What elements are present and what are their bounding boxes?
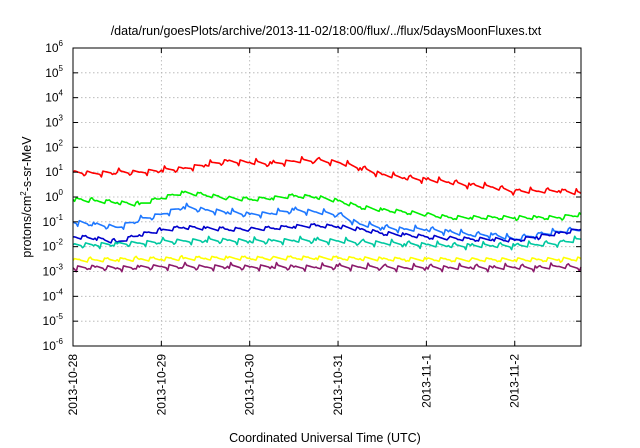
y-tick-base: 10 xyxy=(43,265,57,279)
x-tick-label: 2013-11-2 xyxy=(508,354,522,408)
y-axis-label-exponent: 2 xyxy=(19,191,28,196)
y-axis: 10-610-510-410-310-210-11001011021031041… xyxy=(43,39,581,353)
x-tick-label: 2013-11-1 xyxy=(419,354,433,408)
y-tick-base: 10 xyxy=(45,165,59,179)
y-tick-label: 101 xyxy=(45,163,63,179)
y-tick-exponent: -2 xyxy=(56,238,64,247)
chart-title: /data/run/goesPlots/archive/2013-11-02/1… xyxy=(111,24,542,38)
y-tick-exponent: -1 xyxy=(56,213,64,222)
y-tick-base: 10 xyxy=(45,190,59,204)
y-axis-label-units: -s-sr-MeV xyxy=(20,136,34,192)
y-tick-exponent: 2 xyxy=(59,138,64,147)
y-tick-label: 104 xyxy=(45,89,63,105)
y-tick-exponent: 0 xyxy=(59,188,64,197)
flux-series-line xyxy=(72,202,582,241)
y-tick-label: 106 xyxy=(45,39,63,55)
y-tick-exponent: 3 xyxy=(59,114,64,123)
y-tick-label: 102 xyxy=(45,138,63,154)
y-tick-base: 10 xyxy=(45,116,59,130)
x-tick-label: 2013-10-30 xyxy=(243,354,257,416)
flux-series-line xyxy=(72,261,582,273)
y-tick-exponent: -4 xyxy=(56,287,64,296)
x-tick-label: 2013-10-28 xyxy=(66,354,80,416)
y-tick-base: 10 xyxy=(43,314,57,328)
y-tick-exponent: 6 xyxy=(59,39,64,48)
y-axis-label: protons/cm2-s-sr-MeV xyxy=(19,136,34,258)
y-tick-label: 10-3 xyxy=(43,263,64,279)
y-axis-label-main: protons/cm xyxy=(20,196,34,258)
y-tick-label: 105 xyxy=(45,64,63,80)
flux-series-line xyxy=(72,223,582,244)
flux-series-line xyxy=(72,235,582,251)
x-tick-label: 2013-10-29 xyxy=(154,354,168,416)
y-tick-label: 100 xyxy=(45,188,63,204)
y-tick-exponent: 4 xyxy=(59,89,64,98)
flux-series-line xyxy=(72,156,582,196)
y-tick-base: 10 xyxy=(45,91,59,105)
y-tick-label: 10-5 xyxy=(43,312,64,328)
y-tick-exponent: -6 xyxy=(56,337,64,346)
y-tick-exponent: 1 xyxy=(59,163,64,172)
y-tick-base: 10 xyxy=(43,215,57,229)
y-tick-label: 103 xyxy=(45,114,63,130)
y-tick-label: 10-1 xyxy=(43,213,64,229)
y-tick-exponent: 5 xyxy=(59,64,64,73)
y-tick-label: 10-4 xyxy=(43,287,64,303)
grid xyxy=(73,48,581,346)
y-tick-label: 10-6 xyxy=(43,337,64,353)
y-tick-exponent: -5 xyxy=(56,312,64,321)
x-axis-label: Coordinated Universal Time (UTC) xyxy=(229,431,421,445)
y-tick-base: 10 xyxy=(43,289,57,303)
y-tick-exponent: -3 xyxy=(56,263,64,272)
y-tick-base: 10 xyxy=(45,66,59,80)
y-tick-base: 10 xyxy=(45,41,59,55)
flux-series-line xyxy=(72,254,582,264)
y-tick-base: 10 xyxy=(43,339,57,353)
x-axis: 2013-10-28 2013-10-29 2013-10-30 2013-10-31… xyxy=(66,48,522,415)
x-tick-label: 2013-10-31 xyxy=(331,354,345,416)
y-tick-base: 10 xyxy=(43,240,57,254)
flux-series-line xyxy=(72,190,582,222)
series-layer xyxy=(72,156,582,273)
y-tick-label: 10-2 xyxy=(43,238,64,254)
y-tick-base: 10 xyxy=(45,140,59,154)
